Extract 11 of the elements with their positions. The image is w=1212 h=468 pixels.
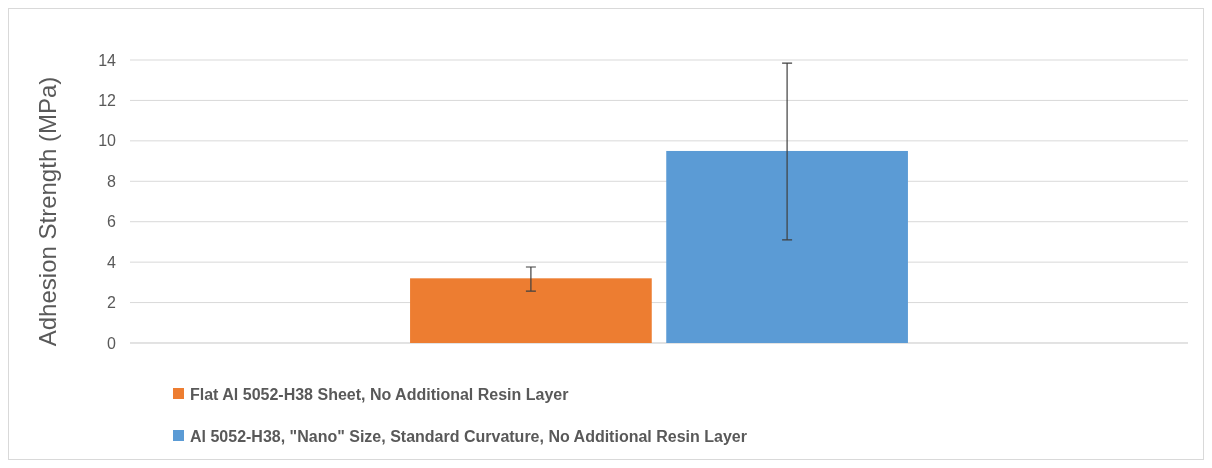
legend-label: Al 5052-H38, "Nano" Size, Standard Curvature, No Additional Resin Layer: [190, 427, 747, 445]
y-tick-label: 8: [107, 172, 117, 190]
y-tick-label: 4: [107, 253, 117, 271]
y-tick-label: 12: [98, 92, 117, 110]
y-tick-label: 2: [107, 294, 117, 312]
y-tick-label: 10: [98, 132, 117, 150]
y-tick-label: 6: [107, 213, 117, 231]
legend-label: Flat Al 5052-H38 Sheet, No Additional Resin Layer: [190, 385, 569, 403]
y-tick-label: 0: [107, 334, 117, 352]
y-tick-label: 14: [98, 51, 117, 69]
y-axis-title: Adhesion Strength (MPa): [34, 76, 61, 347]
